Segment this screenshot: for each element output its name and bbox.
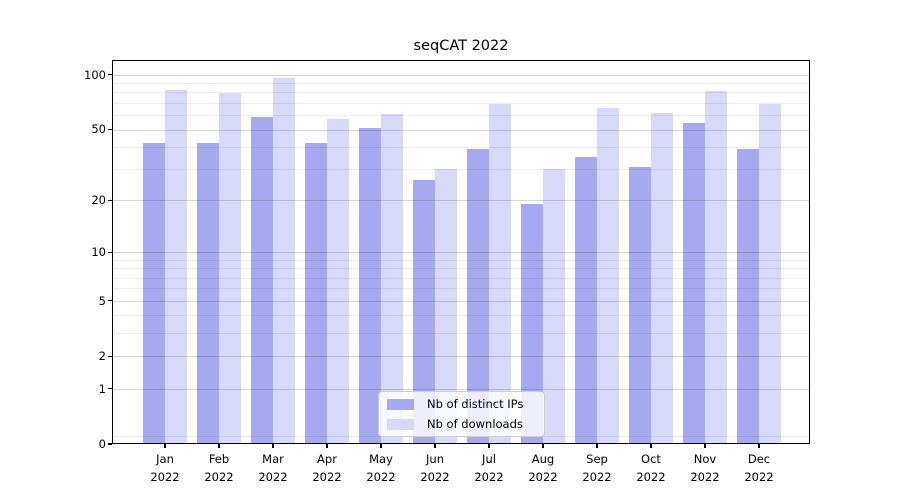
y-axis-tick [108, 74, 112, 76]
y-axis-tick-label: 100 [84, 67, 106, 82]
bar-downloads [543, 169, 565, 444]
y-axis-tick-label: 1 [98, 381, 106, 396]
x-axis-tick [758, 444, 760, 448]
bar-distinct-ips [467, 148, 489, 444]
y-axis-tick [108, 300, 112, 302]
y-axis-tick-label: 2 [98, 349, 106, 364]
y-axis-tick-label: 5 [98, 293, 106, 308]
gridline-major [112, 300, 810, 302]
legend: Nb of distinct IPs Nb of downloads [378, 391, 545, 437]
legend-item: Nb of downloads [387, 416, 536, 432]
x-axis-tick-label: Jul 2022 [474, 452, 504, 484]
gridline-major [112, 74, 810, 76]
gridline-minor [112, 92, 810, 94]
x-axis-tick [650, 444, 652, 448]
bar-distinct-ips [197, 143, 219, 444]
x-axis-tick [326, 444, 328, 448]
bar-downloads [273, 78, 295, 444]
x-axis-tick-label: Dec 2022 [744, 452, 774, 484]
gridline-minor [112, 83, 810, 85]
bar-distinct-ips [251, 116, 273, 444]
x-axis-tick-label: Nov 2022 [690, 452, 720, 484]
x-axis-tick-label: Feb 2022 [204, 452, 234, 484]
gridline-major [112, 356, 810, 358]
bar-distinct-ips [413, 180, 435, 444]
gridline-minor [112, 333, 810, 335]
y-axis-tick [108, 387, 112, 390]
x-axis-tick-label: Apr 2022 [312, 452, 342, 484]
y-axis-tick [108, 251, 112, 253]
bar-downloads [489, 104, 511, 444]
x-axis-tick-label: Aug 2022 [528, 452, 558, 484]
x-axis-tick-label: Mar 2022 [258, 452, 288, 484]
gridline-minor [112, 268, 810, 270]
bar-downloads [651, 112, 673, 444]
plot-area: Nb of distinct IPs Nb of downloads [112, 60, 810, 444]
gridline-major [112, 200, 810, 202]
x-axis-tick [704, 444, 706, 448]
y-axis-tick [108, 199, 112, 202]
x-axis-tick-label: May 2022 [366, 452, 396, 484]
bar-downloads [327, 119, 349, 444]
legend-swatch [387, 398, 414, 410]
bar-distinct-ips [683, 123, 705, 444]
x-axis-tick [488, 444, 490, 448]
x-axis-tick [218, 444, 220, 448]
y-axis-tick-label: 50 [91, 122, 106, 137]
gridline-minor [112, 146, 810, 148]
x-axis-tick [542, 444, 544, 448]
y-axis-tick [108, 443, 112, 445]
x-axis-tick [164, 444, 166, 448]
y-axis-tick-label: 0 [98, 437, 106, 451]
legend-label: Nb of distinct IPs [427, 397, 524, 411]
x-axis-tick-label: Jan 2022 [150, 452, 180, 484]
gridline-minor [112, 103, 810, 104]
gridline-major [112, 388, 810, 390]
x-axis-tick-label: Oct 2022 [636, 452, 666, 484]
gridline-minor [112, 277, 810, 279]
x-axis-tick-label: Sep 2022 [582, 452, 612, 484]
bar-downloads [759, 104, 781, 444]
bar-downloads [597, 107, 619, 444]
gridline-major [112, 252, 810, 254]
bar-distinct-ips [521, 204, 543, 444]
x-axis-tick-label: Jun 2022 [420, 452, 450, 484]
y-axis-tick [108, 355, 112, 357]
legend-swatch [387, 418, 414, 430]
gridline-minor [112, 115, 810, 117]
bar-distinct-ips [359, 127, 381, 444]
legend-item: Nb of distinct IPs [387, 396, 536, 412]
gridline-minor [112, 259, 810, 261]
y-axis-tick [108, 128, 112, 131]
bar-distinct-ips [143, 143, 165, 444]
bar-downloads [435, 169, 457, 444]
legend-label: Nb of downloads [427, 417, 523, 431]
x-axis-tick [434, 444, 436, 448]
bar-downloads [705, 90, 727, 444]
x-axis-tick [272, 444, 274, 448]
bar-downloads [165, 89, 187, 444]
gridline-major [112, 129, 810, 131]
y-axis-tick-label: 10 [91, 245, 106, 260]
gridline-minor [112, 288, 810, 290]
y-axis-tick-label: 20 [91, 193, 106, 208]
bar-distinct-ips [629, 166, 651, 444]
bar-distinct-ips [305, 143, 327, 444]
gridline-minor [112, 169, 810, 171]
bar-downloads [381, 113, 403, 444]
gridline-minor [112, 315, 810, 317]
bar-distinct-ips [737, 148, 759, 444]
x-axis-tick [596, 444, 598, 448]
bar-distinct-ips [575, 157, 597, 444]
chart-title: seqCAT 2022 [413, 38, 509, 54]
bar-downloads [219, 93, 241, 444]
x-axis-tick [380, 444, 382, 448]
